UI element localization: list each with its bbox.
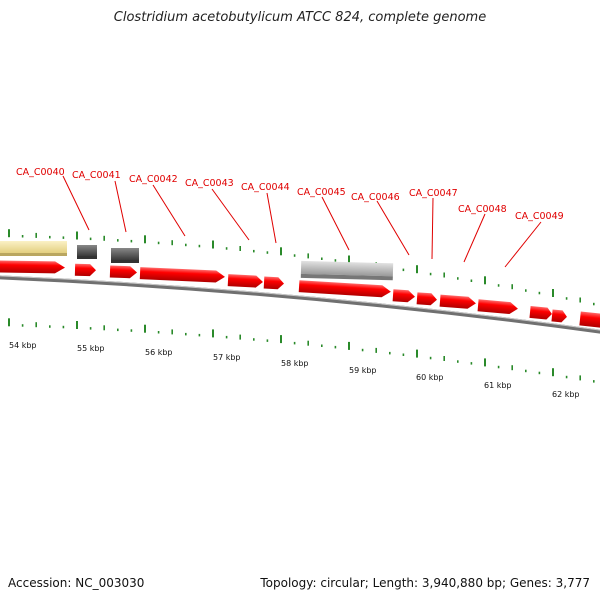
accession-text: Accession: NC_003030 [8, 576, 145, 590]
feature-yellow [0, 241, 67, 256]
gene-arrow[interactable] [227, 274, 264, 288]
kbp-label-56: 56 kbp [145, 348, 173, 357]
gene-arrow[interactable] [439, 294, 477, 310]
gene-arrow[interactable] [0, 260, 65, 274]
upper-tick-marks [8, 229, 595, 306]
kbp-label-61: 61 kbp [484, 381, 512, 390]
gene-arrow[interactable] [298, 280, 392, 298]
kbp-label-54: 54 kbp [9, 341, 37, 350]
gene-label-ca-c0040[interactable]: CA_C0040 [16, 167, 65, 178]
gene-label-ca-c0041[interactable]: CA_C0041 [72, 170, 121, 181]
gene-arrow[interactable] [109, 265, 137, 279]
genome-backbone [0, 275, 600, 334]
kbp-label-58: 58 kbp [281, 359, 309, 368]
gene-arrow[interactable] [263, 276, 285, 290]
gene-arrow[interactable] [139, 267, 225, 283]
kbp-label-60: 60 kbp [416, 373, 444, 382]
gene-label-ca-c0043[interactable]: CA_C0043 [185, 178, 234, 189]
gene-label-ca-c0042[interactable]: CA_C0042 [129, 174, 178, 185]
kbp-label-62: 62 kbp [552, 390, 580, 399]
gene-arrow[interactable] [579, 311, 600, 329]
gene-arrow[interactable] [74, 263, 96, 277]
gene-arrow[interactable] [529, 305, 552, 320]
gene-track [0, 260, 600, 329]
gene-label-ca-c0048[interactable]: CA_C0048 [458, 204, 507, 215]
feature-light-gray [300, 260, 394, 281]
gene-arrow[interactable] [392, 289, 416, 303]
kbp-label-57: 57 kbp [213, 353, 241, 362]
kbp-label-55: 55 kbp [77, 344, 105, 353]
feature-dark-gray-1 [77, 245, 97, 259]
gene-label-ca-c0045[interactable]: CA_C0045 [297, 187, 346, 198]
gene-arrow[interactable] [416, 292, 438, 306]
gene-label-ca-c0049[interactable]: CA_C0049 [515, 211, 564, 222]
gene-labels: CA_C0040 CA_C0041 CA_C0042 CA_C0043 CA_C… [16, 167, 564, 268]
gene-arrow[interactable] [477, 299, 519, 315]
gene-arrow[interactable] [551, 309, 567, 323]
genome-info-text: Topology: circular; Length: 3,940,880 bp… [260, 576, 590, 590]
kbp-label-59: 59 kbp [349, 366, 377, 375]
gene-label-ca-c0047[interactable]: CA_C0047 [409, 188, 458, 199]
genome-title: Clostridium acetobutylicum ATCC 824, com… [113, 10, 487, 25]
gene-label-ca-c0044[interactable]: CA_C0044 [241, 182, 290, 193]
lower-tick-marks [8, 318, 595, 383]
kbp-labels: 54 kbp 55 kbp 56 kbp 57 kbp 58 kbp 59 kb… [9, 341, 580, 399]
gene-label-ca-c0046[interactable]: CA_C0046 [351, 192, 400, 203]
feature-dark-gray-2 [111, 248, 139, 263]
